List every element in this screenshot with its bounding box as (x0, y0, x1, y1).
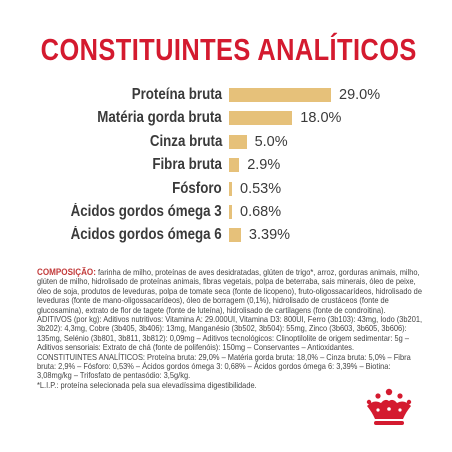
nutrient-row: Fibra bruta 2.9% (0, 154, 452, 176)
nutrient-row: Cinza bruta 5.0% (0, 131, 452, 153)
nutrient-bar (229, 205, 232, 219)
nutrient-bar-chart: Proteína bruta 29.0% Matéria gorda bruta 18… (0, 84, 452, 246)
nutrient-row: Proteína bruta 29.0% (0, 84, 452, 106)
nutrient-bar (229, 134, 247, 149)
additives-paragraph: ADITIVOS (por kg): Aditivos nutritivos: … (37, 315, 423, 353)
nutrient-value: 5.0% (254, 133, 288, 150)
nutrient-value: 0.68% (240, 204, 282, 220)
page-title: CONSTITUINTES ANALÍTICOS (40, 32, 417, 67)
nutrient-bar (229, 228, 241, 243)
nutrient-label: Matéria gorda bruta (97, 109, 222, 127)
nutrient-label: Ácidos gordos ómega 3 (70, 203, 222, 220)
composition-text: COMPOSIÇÃO: farinha de milho, proteínas … (37, 267, 423, 390)
analytical-paragraph: CONSTITUINTES ANALÍTICOS: Proteína bruta… (37, 352, 411, 381)
nutrient-bar (229, 111, 293, 126)
nutrient-value: 18.0% (300, 110, 342, 127)
nutrient-label: Proteína bruta (131, 86, 222, 103)
nutrient-label: Ácidos gordos ómega 6 (70, 226, 222, 244)
nutrient-bar (229, 181, 232, 196)
footnote: *L.I.P.: proteína selecionada pela sua e… (37, 380, 257, 390)
composition-heading: COMPOSIÇÃO: (37, 267, 96, 277)
royal-canin-crown-logo (366, 388, 412, 425)
nutrient-label: Fibra bruta (152, 156, 222, 174)
nutrient-value: 29.0% (339, 87, 381, 103)
nutrient-bar (229, 158, 240, 173)
nutrient-row: Fósforo 0.53% (0, 178, 452, 200)
nutrient-label: Fósforo (172, 179, 222, 197)
nutrient-row: Matéria gorda bruta 18.0% (0, 107, 452, 129)
nutrient-label: Cinza bruta (149, 132, 222, 150)
composition-paragraph: COMPOSIÇÃO: farinha de milho, proteínas … (37, 267, 423, 315)
composition-intro: farinha de milho, proteínas de aves desi… (37, 268, 422, 315)
nutrient-row: Ácidos gordos ómega 6 3.39% (0, 224, 452, 246)
nutrient-value: 3.39% (248, 227, 291, 244)
nutrient-row: Ácidos gordos ómega 3 0.68% (0, 201, 452, 223)
nutrient-value: 2.9% (247, 157, 281, 174)
nutrient-value: 0.53% (240, 180, 282, 197)
nutrient-bar (229, 88, 331, 102)
